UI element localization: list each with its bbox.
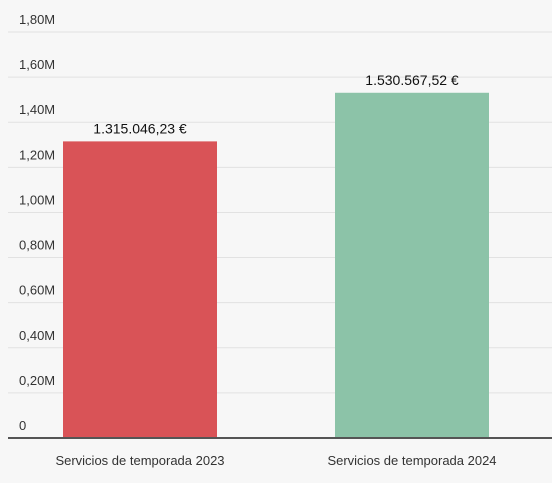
- y-tick-label: 0,40M: [19, 328, 55, 343]
- bar: [63, 141, 217, 438]
- y-tick-label: 0,60M: [19, 283, 55, 298]
- x-tick-label: Servicios de temporada 2024: [327, 453, 496, 468]
- y-tick-label: 0,20M: [19, 373, 55, 388]
- y-tick-label: 1,40M: [19, 102, 55, 117]
- data-label: 1.530.567,52 €: [365, 72, 459, 88]
- y-tick-label: 0: [19, 418, 26, 433]
- bar: [335, 92, 489, 438]
- data-label: 1.315.046,23 €: [93, 120, 187, 136]
- y-tick-label: 1,20M: [19, 147, 55, 162]
- y-tick-label: 1,60M: [19, 57, 55, 72]
- y-tick-label: 0,80M: [19, 238, 55, 253]
- x-axis-ticks: Servicios de temporada 2023 Servicios de …: [55, 453, 496, 468]
- data-labels: 1.315.046,23 € 1.530.567,52 €: [93, 72, 459, 137]
- y-axis-ticks: 0 0,20M 0,40M 0,60M 0,80M 1,00M 1,20M 1,40M 1,60…: [19, 12, 55, 433]
- x-tick-label: Servicios de temporada 2023: [55, 453, 224, 468]
- y-tick-label: 1,80M: [19, 12, 55, 27]
- y-tick-label: 1,00M: [19, 192, 55, 207]
- bars: [63, 92, 489, 438]
